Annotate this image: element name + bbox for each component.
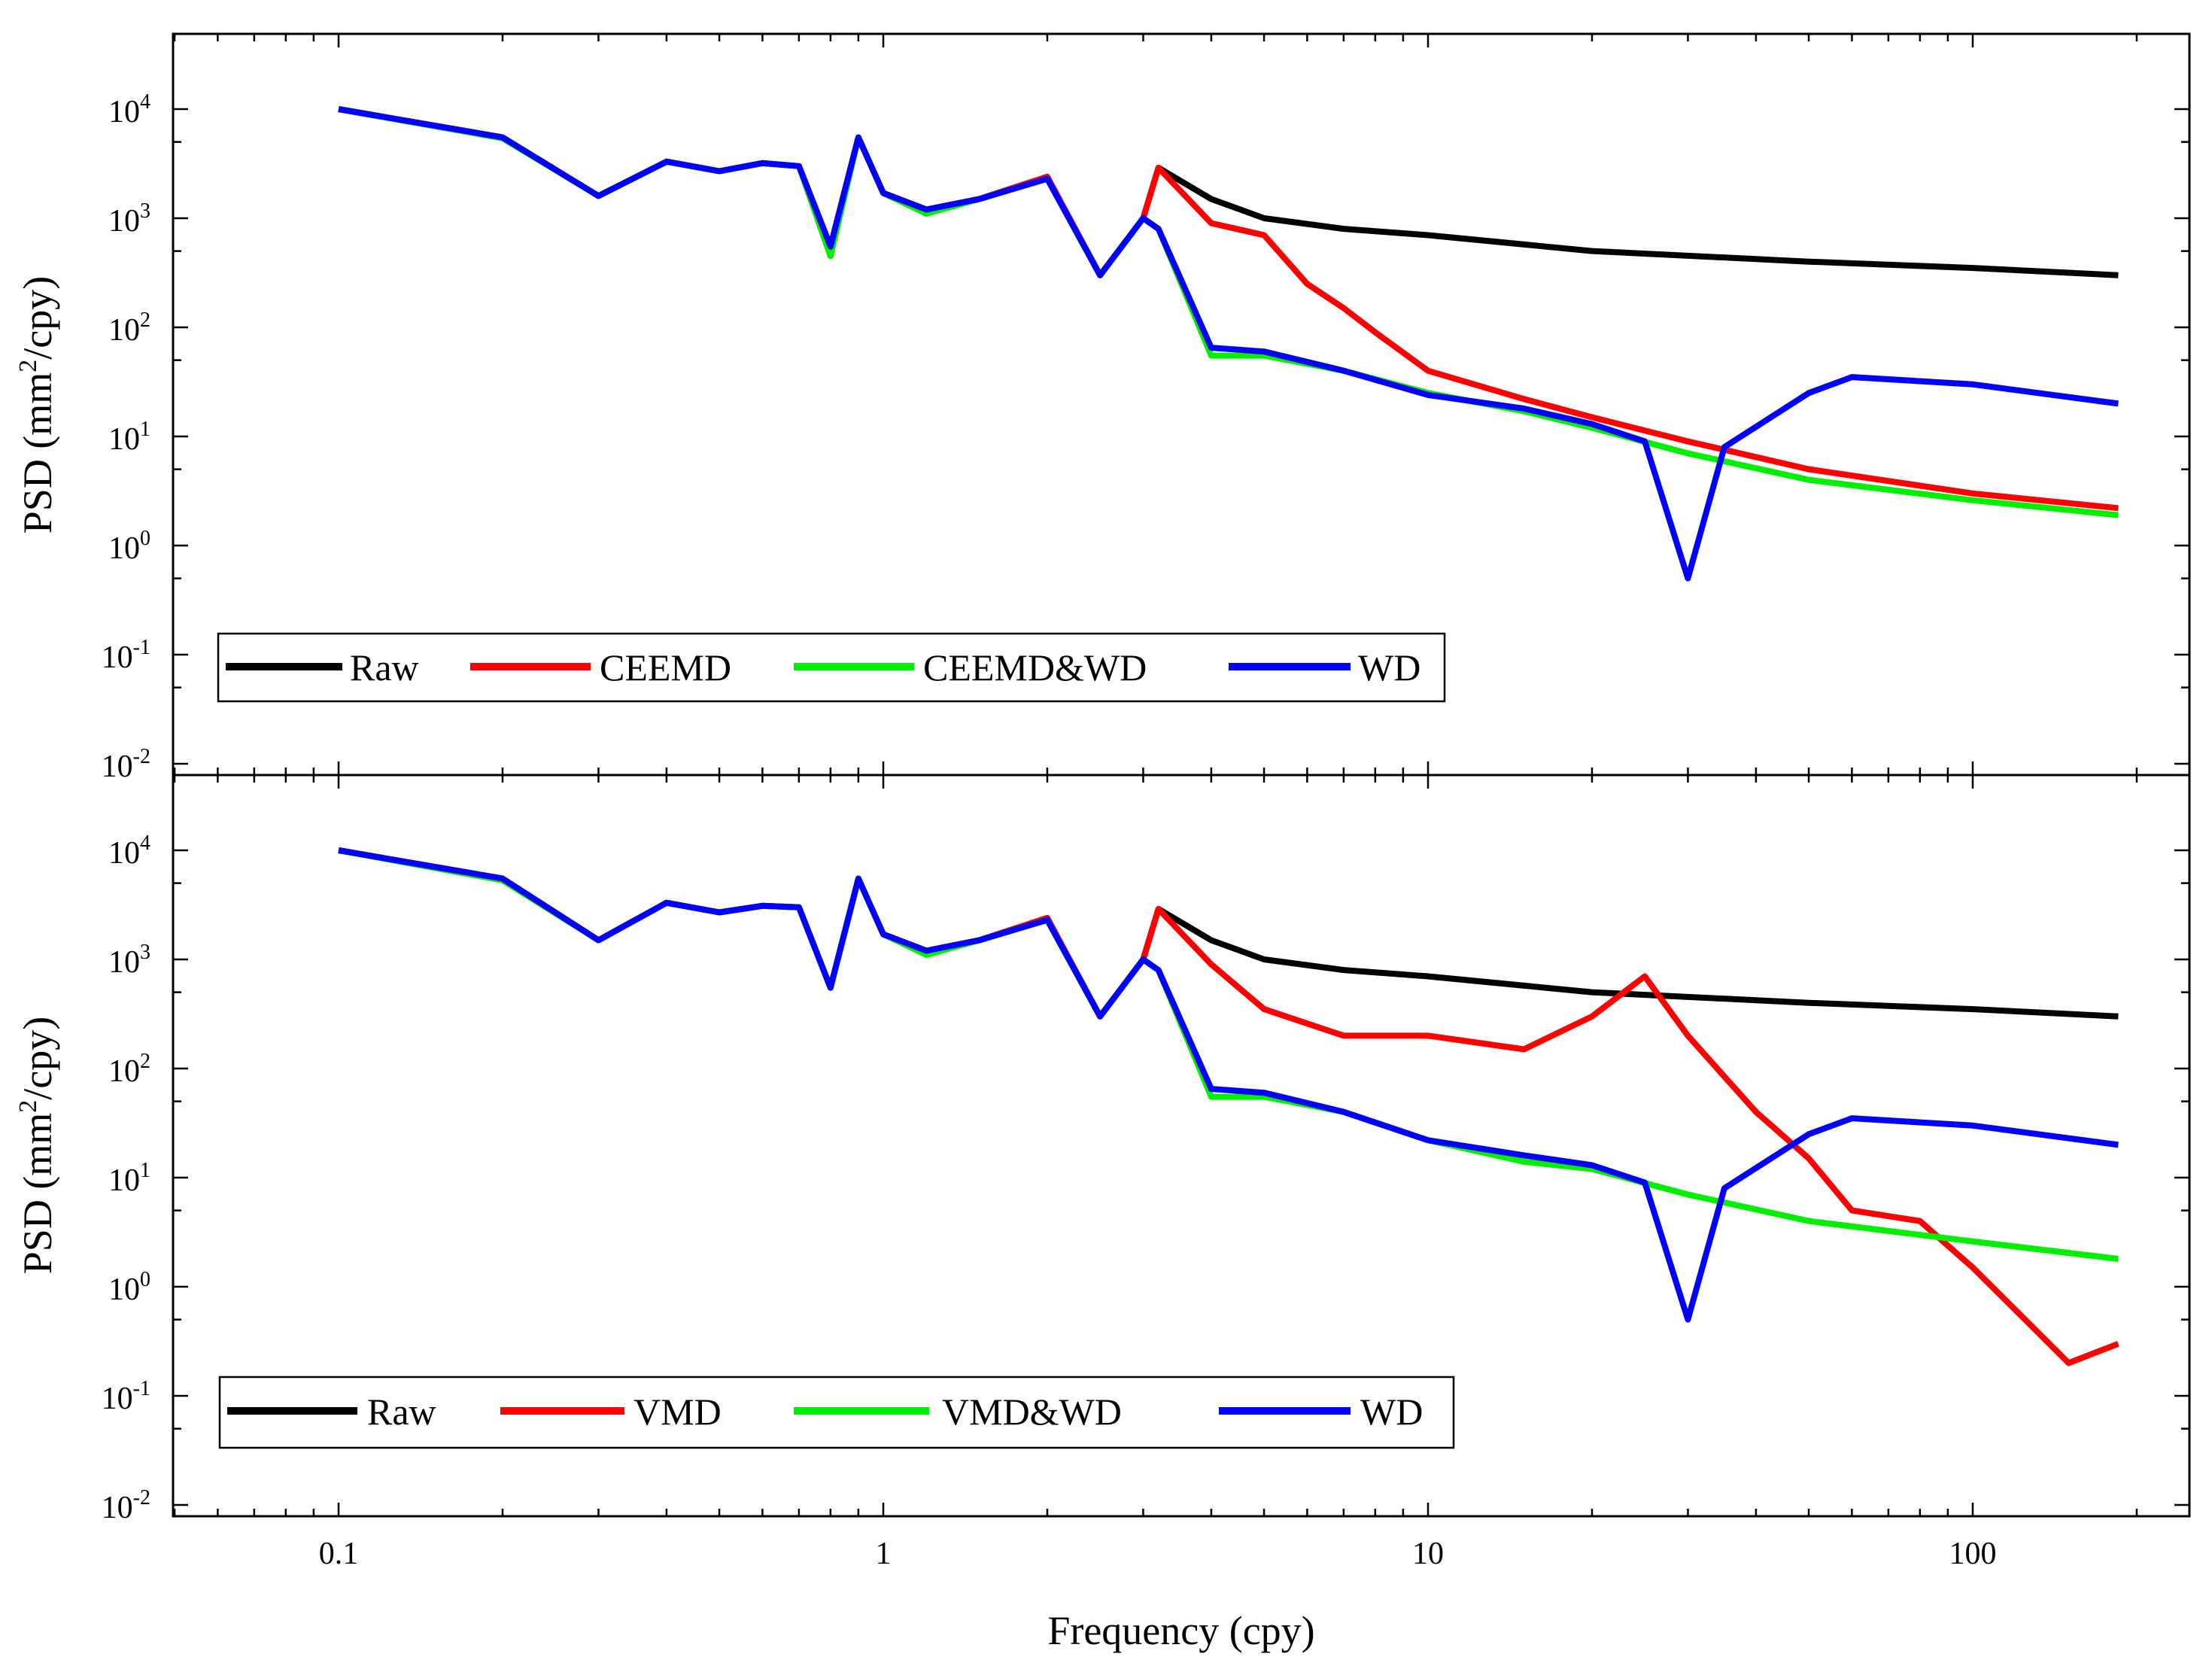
- bottom-legend-label-wd: WD: [1360, 1391, 1423, 1433]
- bottom-vmd-wd-line: [338, 847, 2119, 1262]
- top-legend: Raw CEEMD CEEMD&WD WD: [217, 632, 1446, 703]
- bottom-wd-line: [338, 847, 2119, 1323]
- tick-marks-group: [173, 34, 2189, 1516]
- bottom-vmd-line: [338, 847, 2119, 1366]
- top-legend-label-ceemd: CEEMD: [600, 646, 731, 689]
- bottom-plot-frame: [172, 774, 2191, 1518]
- bottom-legend-label-raw: Raw: [367, 1391, 436, 1433]
- bottom-legend-label-vmd-wd: VMD&WD: [942, 1391, 1122, 1433]
- top-ceemd-wd-line: [338, 106, 2119, 518]
- top-legend-label-wd: WD: [1358, 646, 1420, 689]
- bottom-series-group: [338, 847, 2119, 1366]
- bottom-y-tick-labels: 104 103 102 101 100 10-1 10-2: [102, 831, 150, 1525]
- x-tick-label: 100: [1949, 1537, 1997, 1571]
- top-y-tick-label: 104: [108, 90, 150, 129]
- top-ceemd-line: [338, 106, 2119, 512]
- top-y-axis-title: PSD (mm2/cpy): [14, 276, 60, 534]
- bottom-y-tick-label: 104: [108, 831, 150, 871]
- x-tick-label: 0.1: [319, 1537, 359, 1571]
- bottom-y-tick-label: 102: [108, 1050, 150, 1089]
- top-y-tick-label: 102: [108, 309, 150, 348]
- bottom-legend: Raw VMD VMD&WD WD: [218, 1376, 1455, 1449]
- top-y-tick-labels: 104 103 102 101 100 10-1 10-2: [102, 90, 150, 784]
- top-legend-label-ceemd-wd: CEEMD&WD: [923, 646, 1147, 689]
- bottom-y-tick-label: 10-1: [102, 1377, 150, 1416]
- top-legend-label-raw: Raw: [350, 646, 419, 689]
- bottom-y-axis-title: PSD (mm2/cpy): [14, 1017, 60, 1275]
- top-wd-line: [338, 106, 2119, 582]
- x-tick-labels: 0.1 1 10 100: [319, 1537, 1997, 1571]
- top-y-tick-label: 101: [108, 418, 150, 457]
- bottom-legend-label-vmd: VMD: [634, 1391, 722, 1433]
- bottom-y-tick-label: 100: [108, 1268, 150, 1307]
- top-y-tick-label: 10-1: [102, 636, 150, 675]
- bottom-y-tick-label: 10-2: [102, 1486, 150, 1525]
- bottom-y-tick-label: 101: [108, 1159, 150, 1198]
- bottom-y-tick-label: 103: [108, 941, 150, 980]
- top-y-tick-label: 10-2: [102, 745, 150, 784]
- x-axis-title: Frequency (cpy): [1047, 1608, 1314, 1653]
- x-tick-label: 1: [876, 1537, 892, 1571]
- top-series-group: [338, 106, 2119, 582]
- x-tick-label: 10: [1412, 1537, 1444, 1571]
- top-y-tick-label: 100: [108, 527, 150, 566]
- top-y-tick-label: 103: [108, 199, 150, 239]
